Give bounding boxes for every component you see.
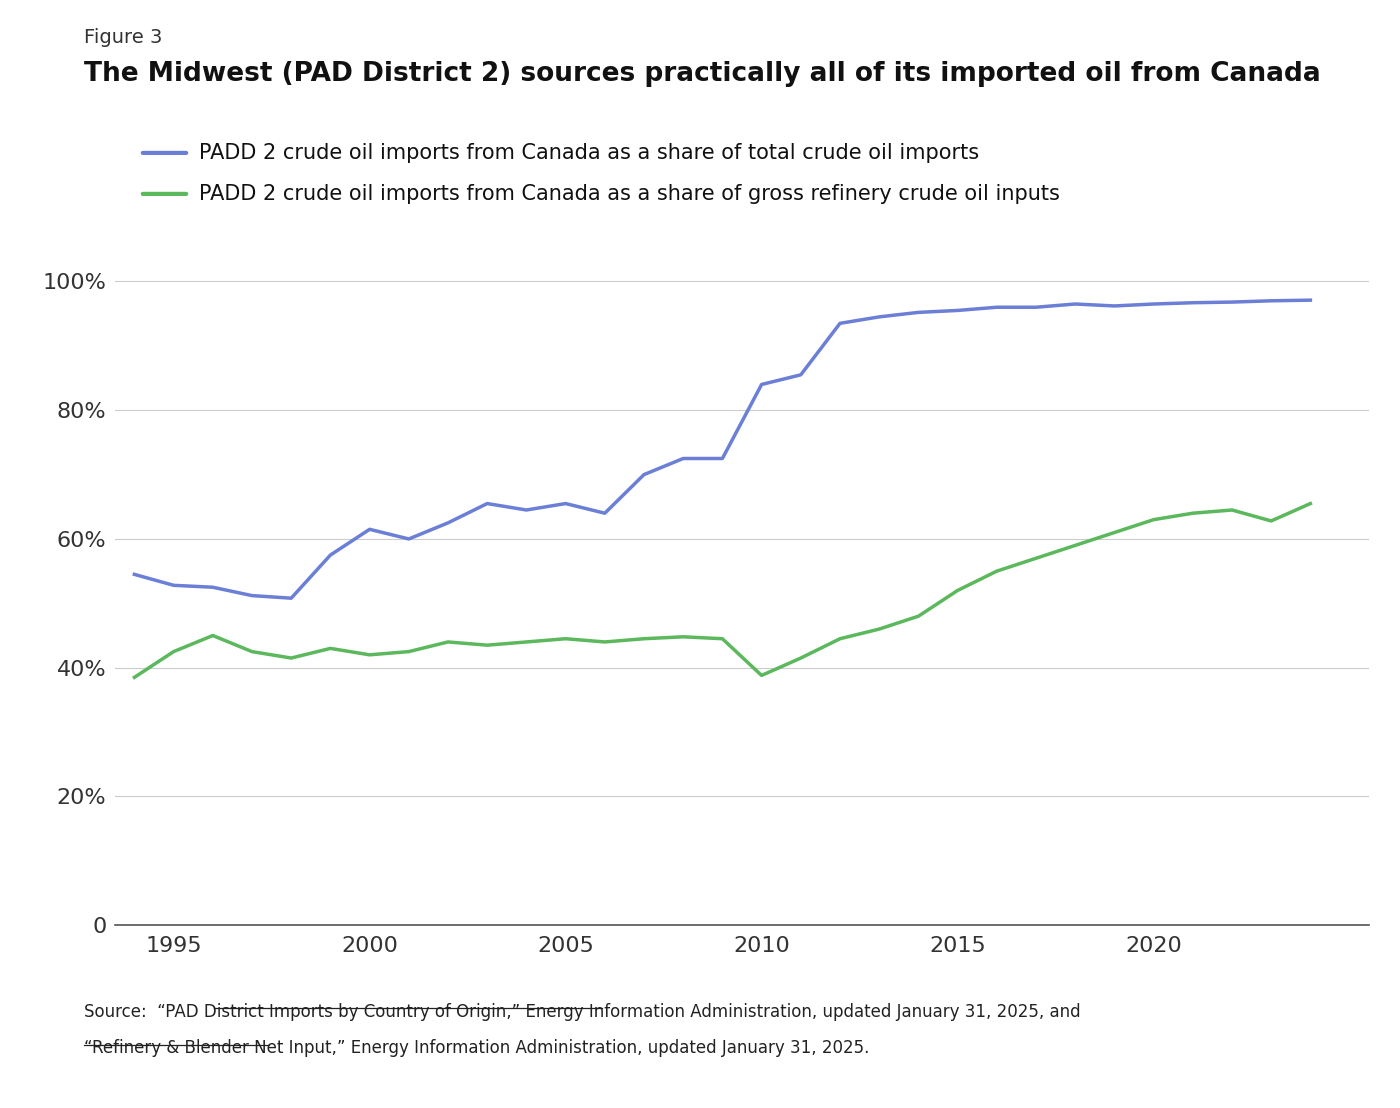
Text: PADD 2 crude oil imports from Canada as a share of total crude oil imports: PADD 2 crude oil imports from Canada as … <box>199 143 979 163</box>
Text: Figure 3: Figure 3 <box>84 28 162 47</box>
Text: The Midwest (PAD District 2) sources practically all of its imported oil from Ca: The Midwest (PAD District 2) sources pra… <box>84 61 1320 86</box>
Text: Source:  “PAD District Imports by Country of Origin,” Energy Information Adminis: Source: “PAD District Imports by Country… <box>84 1003 1081 1020</box>
Text: PADD 2 crude oil imports from Canada as a share of gross refinery crude oil inpu: PADD 2 crude oil imports from Canada as … <box>199 184 1060 204</box>
Text: “Refinery & Blender Net Input,” Energy Information Administration, updated Janua: “Refinery & Blender Net Input,” Energy I… <box>84 1039 869 1057</box>
